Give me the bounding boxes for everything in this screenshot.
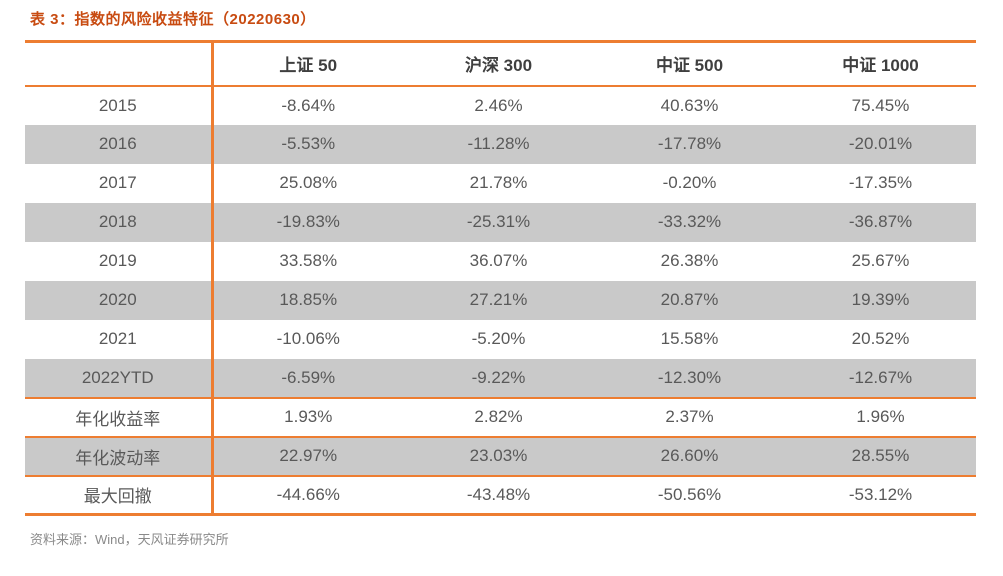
- table-row-2021: 2021 -10.06% -5.20% 15.58% 20.52%: [25, 319, 976, 359]
- data-cell: 27.21%: [403, 280, 594, 320]
- table-row-2015: 2015 -8.64% 2.46% 40.63% 75.45%: [25, 85, 976, 125]
- data-cell: -0.20%: [662, 173, 717, 192]
- data-cell: 19.39%: [785, 280, 976, 320]
- data-cell: 26.38%: [660, 251, 719, 270]
- report-table-page: 表 3：指数的风险收益特征（20220630） 上证 50 沪深 300 中证 …: [25, 11, 976, 547]
- row-label: 2017: [98, 173, 137, 192]
- data-cell: -19.83%: [210, 202, 403, 242]
- table-row-annualized-volatility: 年化波动率 22.97% 23.03% 26.60% 28.55%: [25, 435, 976, 476]
- risk-return-table: 上证 50 沪深 300 中证 500 中证 1000 2015 -8.64% …: [25, 40, 976, 516]
- data-cell: -6.59%: [210, 358, 403, 398]
- table-row-max-drawdown: 最大回撤 -44.66% -43.48% -50.56% -53.12%: [25, 474, 976, 515]
- data-cell: 26.60%: [594, 435, 785, 476]
- row-label: 2022YTD: [25, 358, 212, 398]
- data-cell: -43.48%: [403, 474, 594, 515]
- header-cell-csi1000: 中证 1000: [785, 41, 976, 87]
- data-cell: 20.52%: [851, 329, 910, 348]
- data-cell: 20.87%: [594, 280, 785, 320]
- row-label: 年化波动率: [25, 435, 212, 476]
- table-row-2018: 2018 -19.83% -25.31% -33.32% -36.87%: [25, 202, 976, 242]
- data-cell: -17.35%: [848, 173, 913, 192]
- table-row-2016: 2016 -5.53% -11.28% -17.78% -20.01%: [25, 124, 976, 164]
- data-cell: 1.93%: [210, 396, 403, 437]
- data-cell: 40.63%: [660, 95, 719, 115]
- data-cell: -9.22%: [403, 358, 594, 398]
- data-cell: -8.64%: [210, 85, 403, 125]
- data-cell: -11.28%: [403, 124, 594, 164]
- header-cell-csi500: 中证 500: [594, 41, 785, 87]
- data-cell: 18.85%: [210, 280, 403, 320]
- source-note: 资料来源：Wind，天风证券研究所: [30, 532, 229, 547]
- data-cell: 25.08%: [210, 163, 403, 203]
- data-cell: -33.32%: [594, 202, 785, 242]
- header-cell-empty: [25, 41, 212, 87]
- data-cell: -36.87%: [785, 202, 976, 242]
- data-cell: -10.06%: [210, 319, 403, 359]
- table-row-2020: 2020 18.85% 27.21% 20.87% 19.39%: [25, 280, 976, 320]
- row-label: 2016: [25, 124, 212, 164]
- data-cell: 75.45%: [851, 95, 910, 115]
- row-label: 2018: [25, 202, 212, 242]
- header-cell-sse50: 上证 50: [210, 41, 403, 87]
- row-label: 2021: [98, 329, 137, 348]
- data-cell: 28.55%: [785, 435, 976, 476]
- header-cell-csi300: 沪深 300: [403, 41, 594, 87]
- row-label: 2019: [98, 251, 137, 270]
- table-row-annualized-return: 年化收益率 1.93% 2.82% 2.37% 1.96%: [25, 396, 976, 437]
- table-title: 表 3：指数的风险收益特征（20220630）: [30, 11, 316, 28]
- data-cell: 2.82%: [403, 396, 594, 437]
- data-cell: -5.20%: [471, 329, 526, 348]
- data-cell: 33.58%: [210, 241, 403, 281]
- data-cell: 1.96%: [785, 396, 976, 437]
- table-row-2022ytd: 2022YTD -6.59% -9.22% -12.30% -12.67%: [25, 358, 976, 398]
- data-cell: 36.07%: [469, 251, 528, 270]
- data-cell: 22.97%: [210, 435, 403, 476]
- data-cell: -44.66%: [210, 474, 403, 515]
- data-cell: 2.37%: [594, 396, 785, 437]
- data-cell: -5.53%: [210, 124, 403, 164]
- row-label: 2015: [98, 95, 137, 115]
- row-label: 年化收益率: [25, 396, 212, 437]
- data-cell: 2.46%: [474, 95, 523, 115]
- header-row: 上证 50 沪深 300 中证 500 中证 1000: [25, 41, 976, 87]
- data-cell: 23.03%: [403, 435, 594, 476]
- row-label: 2020: [25, 280, 212, 320]
- data-cell: -53.12%: [785, 474, 976, 515]
- table-row-2017: 2017 25.08% 21.78% -0.20% -17.35%: [25, 163, 976, 203]
- data-cell: -25.31%: [403, 202, 594, 242]
- data-cell: -12.67%: [785, 358, 976, 398]
- data-cell: 25.67%: [851, 251, 910, 270]
- data-cell: 21.78%: [469, 173, 528, 192]
- data-cell: -50.56%: [594, 474, 785, 515]
- data-cell: -17.78%: [594, 124, 785, 164]
- row-label: 最大回撤: [25, 474, 212, 515]
- data-cell: 15.58%: [660, 329, 719, 348]
- data-cell: -12.30%: [594, 358, 785, 398]
- table-row-2019: 2019 33.58% 36.07% 26.38% 25.67%: [25, 241, 976, 281]
- data-cell: -20.01%: [785, 124, 976, 164]
